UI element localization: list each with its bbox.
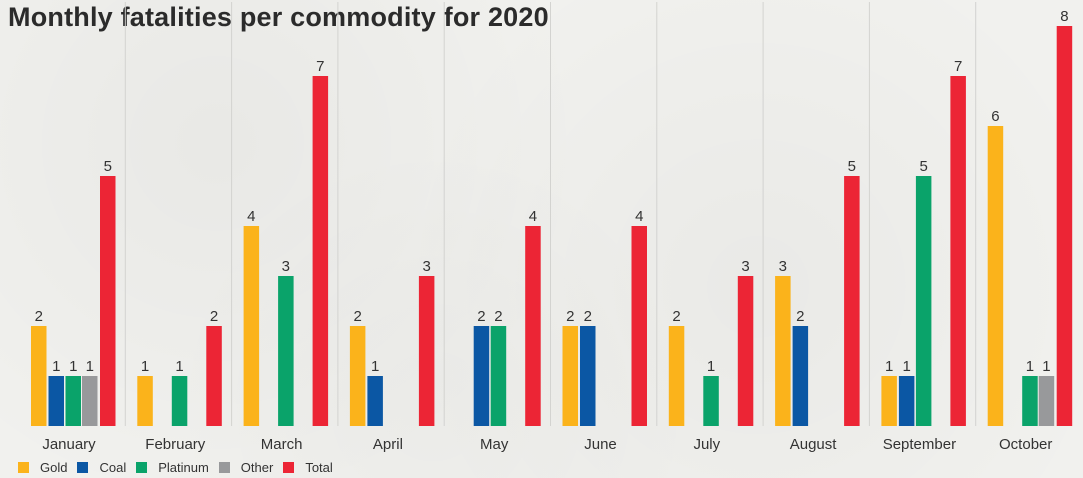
data-label: 2 bbox=[584, 308, 592, 325]
legend-swatch bbox=[18, 462, 29, 473]
data-label: 2 bbox=[566, 308, 574, 325]
x-tick-label: June bbox=[584, 436, 617, 453]
bar-total bbox=[100, 176, 116, 426]
legend-item-coal: Coal bbox=[77, 460, 126, 475]
data-label: 4 bbox=[247, 208, 255, 225]
bar-platinum bbox=[278, 276, 294, 426]
legend-label: Coal bbox=[99, 460, 127, 475]
bar-total bbox=[418, 276, 435, 426]
x-tick-label: October bbox=[999, 436, 1052, 453]
x-tick-label: July bbox=[693, 436, 720, 453]
bar-other bbox=[1038, 376, 1055, 426]
data-label: 5 bbox=[104, 158, 112, 175]
legend-swatch bbox=[136, 462, 148, 473]
bar-other bbox=[82, 376, 98, 426]
legend-swatch bbox=[218, 462, 230, 473]
data-label: 2 bbox=[35, 308, 43, 325]
data-label: 3 bbox=[422, 258, 430, 275]
x-tick-label: March bbox=[261, 436, 303, 453]
bar-platinum bbox=[65, 376, 81, 426]
bar-coal bbox=[898, 376, 915, 426]
data-label: 5 bbox=[919, 158, 927, 175]
data-label: 1 bbox=[885, 358, 893, 375]
legend-item-gold: Gold bbox=[18, 460, 67, 475]
bar-gold bbox=[775, 276, 791, 426]
legend-swatch bbox=[77, 462, 89, 473]
bar-coal bbox=[48, 376, 64, 426]
data-label: 2 bbox=[477, 308, 485, 325]
data-label: 2 bbox=[353, 308, 361, 325]
data-label: 1 bbox=[1026, 358, 1034, 375]
x-tick-label: April bbox=[373, 436, 403, 453]
data-label: 1 bbox=[69, 358, 77, 375]
x-tick-label: May bbox=[480, 436, 509, 453]
chart-legend: Gold Coal Platinum Other Total bbox=[18, 460, 343, 475]
bar-total bbox=[206, 326, 222, 426]
data-label: 4 bbox=[635, 208, 643, 225]
data-label: 2 bbox=[672, 308, 680, 325]
data-label: 1 bbox=[902, 358, 910, 375]
legend-label: Gold bbox=[40, 460, 68, 475]
data-label: 5 bbox=[848, 158, 856, 175]
data-label: 2 bbox=[796, 308, 804, 325]
bar-gold bbox=[668, 326, 685, 426]
bar-coal bbox=[792, 326, 809, 426]
data-label: 1 bbox=[371, 358, 379, 375]
data-label: 1 bbox=[175, 358, 183, 375]
legend-item-platinum: Platinum bbox=[136, 460, 209, 475]
bar-total bbox=[525, 226, 541, 426]
data-label: 7 bbox=[954, 58, 962, 75]
bar-gold bbox=[881, 376, 897, 426]
bar-total bbox=[1056, 26, 1073, 426]
data-label: 1 bbox=[141, 358, 149, 375]
x-tick-label: February bbox=[145, 436, 206, 453]
bar-total bbox=[631, 226, 647, 426]
data-label: 2 bbox=[494, 308, 502, 325]
bar-gold bbox=[243, 226, 260, 426]
data-label: 1 bbox=[86, 358, 94, 375]
data-label: 1 bbox=[707, 358, 715, 375]
data-label: 8 bbox=[1060, 8, 1068, 25]
data-label: 7 bbox=[316, 58, 324, 75]
bar-coal bbox=[580, 326, 596, 426]
data-label: 6 bbox=[991, 108, 999, 125]
legend-label: Platinum bbox=[158, 460, 209, 475]
data-label: 3 bbox=[779, 258, 787, 275]
data-label: 3 bbox=[741, 258, 749, 275]
bar-gold bbox=[349, 326, 366, 426]
legend-swatch bbox=[283, 462, 295, 473]
bar-total bbox=[312, 76, 329, 426]
legend-label: Total bbox=[305, 460, 333, 475]
data-label: 1 bbox=[1042, 358, 1050, 375]
bar-platinum bbox=[915, 176, 932, 426]
data-label: 2 bbox=[210, 308, 218, 325]
legend-item-other: Other bbox=[218, 460, 274, 475]
legend-label: Other bbox=[240, 460, 274, 475]
bar-gold bbox=[137, 376, 153, 426]
bar-total bbox=[844, 176, 860, 426]
legend-item-total: Total bbox=[283, 460, 333, 475]
data-label: 1 bbox=[52, 358, 60, 375]
x-tick-label: August bbox=[790, 436, 838, 453]
bar-platinum bbox=[1022, 376, 1038, 426]
data-label: 3 bbox=[282, 258, 290, 275]
data-label: 4 bbox=[529, 208, 537, 225]
x-tick-label: January bbox=[42, 436, 96, 453]
x-tick-label: September bbox=[883, 436, 956, 453]
bar-total bbox=[737, 276, 754, 426]
bar-gold bbox=[31, 326, 47, 426]
bar-coal bbox=[473, 326, 490, 426]
bar-total bbox=[950, 76, 966, 426]
bar-platinum bbox=[703, 376, 719, 426]
bar-coal bbox=[367, 376, 383, 426]
bar-platinum bbox=[490, 326, 507, 426]
bar-platinum bbox=[171, 376, 188, 426]
bar-gold bbox=[562, 326, 578, 426]
chart-title: Monthly fatalities per commodity for 202… bbox=[8, 2, 549, 32]
bar-gold bbox=[987, 126, 1004, 426]
